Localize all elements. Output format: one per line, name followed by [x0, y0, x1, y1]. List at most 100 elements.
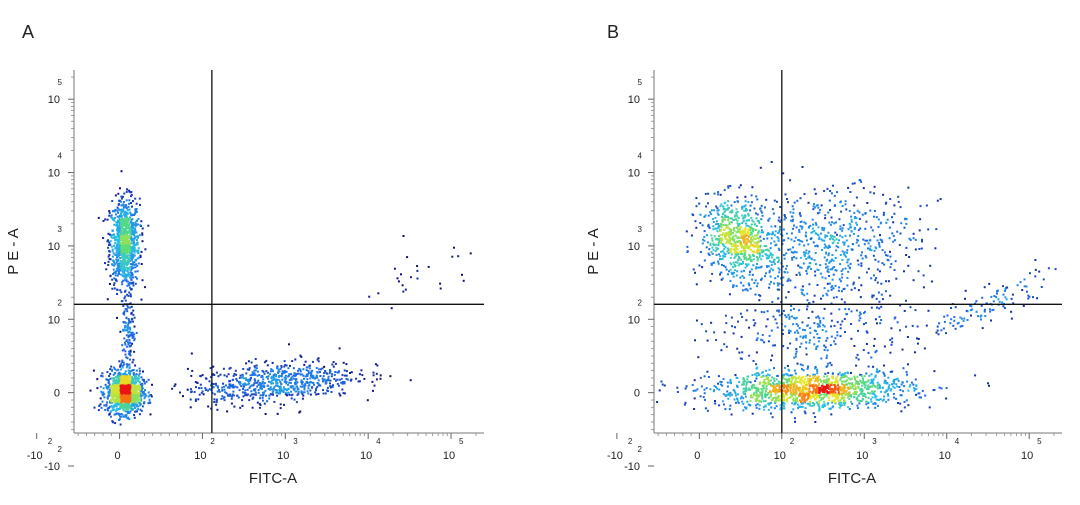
event-dot — [137, 407, 140, 410]
event-dot — [272, 390, 275, 393]
event-dot — [350, 371, 353, 374]
event-dot — [315, 389, 317, 392]
event-dot — [785, 267, 787, 270]
event-dot — [397, 280, 400, 283]
event-dot — [133, 325, 136, 328]
event-dot — [137, 236, 140, 239]
event-dot — [248, 382, 251, 385]
event-dot — [724, 208, 727, 211]
event-dot — [116, 215, 119, 218]
event-dot — [746, 381, 749, 384]
event-dot — [409, 379, 412, 382]
event-dot — [124, 353, 127, 356]
event-dot — [821, 329, 824, 331]
event-dot — [123, 376, 126, 379]
event-dot — [300, 379, 303, 382]
event-dot — [115, 375, 117, 378]
event-dot — [238, 383, 241, 386]
event-dot — [969, 304, 972, 307]
event-dot — [722, 251, 725, 254]
event-dot — [923, 347, 926, 350]
event-dot — [389, 375, 392, 378]
event-dot — [761, 255, 764, 258]
event-dot — [257, 383, 260, 386]
event-dot — [983, 308, 986, 311]
event-dot — [239, 406, 242, 409]
event-dot — [735, 274, 738, 277]
event-dot — [270, 370, 272, 373]
event-dot — [765, 257, 768, 260]
event-dot — [265, 394, 268, 397]
event-dot — [244, 389, 247, 392]
event-dot — [885, 390, 888, 393]
event-dot — [130, 191, 133, 193]
event-dot — [1022, 305, 1025, 307]
event-dot — [124, 256, 127, 259]
event-dot — [813, 329, 816, 332]
event-dot — [834, 269, 837, 272]
event-dot — [134, 410, 137, 413]
event-dot — [259, 397, 261, 400]
event-dot — [758, 251, 761, 254]
event-dot — [118, 379, 121, 382]
event-dot — [110, 410, 113, 413]
event-dot — [107, 407, 110, 409]
event-dot — [253, 378, 256, 381]
event-dot — [131, 226, 133, 228]
event-dot — [865, 403, 868, 406]
event-dot — [107, 391, 110, 394]
event-dot — [764, 272, 767, 275]
event-dot — [134, 225, 137, 228]
event-dot — [111, 248, 114, 251]
event-dot — [142, 392, 145, 395]
x-tick-label: 10 — [360, 450, 372, 462]
event-dot — [333, 373, 336, 376]
event-dot — [903, 406, 906, 409]
event-dot — [377, 292, 380, 295]
event-dot — [97, 409, 100, 412]
event-dot — [322, 380, 324, 383]
event-dot — [246, 393, 249, 396]
event-dot — [141, 405, 144, 408]
event-dot — [406, 256, 409, 259]
event-dot — [280, 366, 283, 369]
event-dot — [699, 222, 702, 224]
event-dot — [130, 235, 133, 238]
event-dot — [867, 351, 870, 354]
event-dot — [824, 245, 827, 248]
event-dot — [118, 227, 121, 230]
event-dot — [327, 375, 330, 378]
event-dot — [905, 254, 908, 256]
event-dot — [141, 384, 144, 387]
event-dot — [811, 310, 814, 313]
event-dot — [896, 385, 899, 388]
event-dot — [762, 400, 765, 403]
event-dot — [899, 394, 902, 397]
event-dot — [728, 248, 730, 251]
event-dot — [361, 374, 364, 377]
event-dot — [114, 372, 117, 375]
event-dot — [130, 399, 133, 401]
event-dot — [223, 399, 226, 402]
event-dot — [136, 392, 139, 394]
event-dot — [734, 218, 737, 221]
event-dot — [749, 381, 752, 384]
event-dot — [131, 267, 134, 270]
event-dot — [867, 402, 870, 405]
event-dot — [866, 239, 869, 242]
event-dot — [132, 240, 135, 243]
event-dot — [111, 408, 114, 411]
event-dot — [829, 361, 832, 364]
event-dot — [749, 233, 752, 236]
event-dot — [817, 226, 820, 229]
event-dot — [719, 255, 722, 258]
event-dot — [305, 366, 308, 369]
event-dot — [860, 254, 863, 257]
event-dot — [139, 383, 142, 386]
event-dot — [833, 324, 836, 327]
event-dot — [125, 206, 128, 209]
event-dot — [134, 249, 137, 252]
event-dot — [108, 253, 111, 256]
event-dot — [980, 314, 983, 317]
event-dot — [870, 356, 873, 359]
